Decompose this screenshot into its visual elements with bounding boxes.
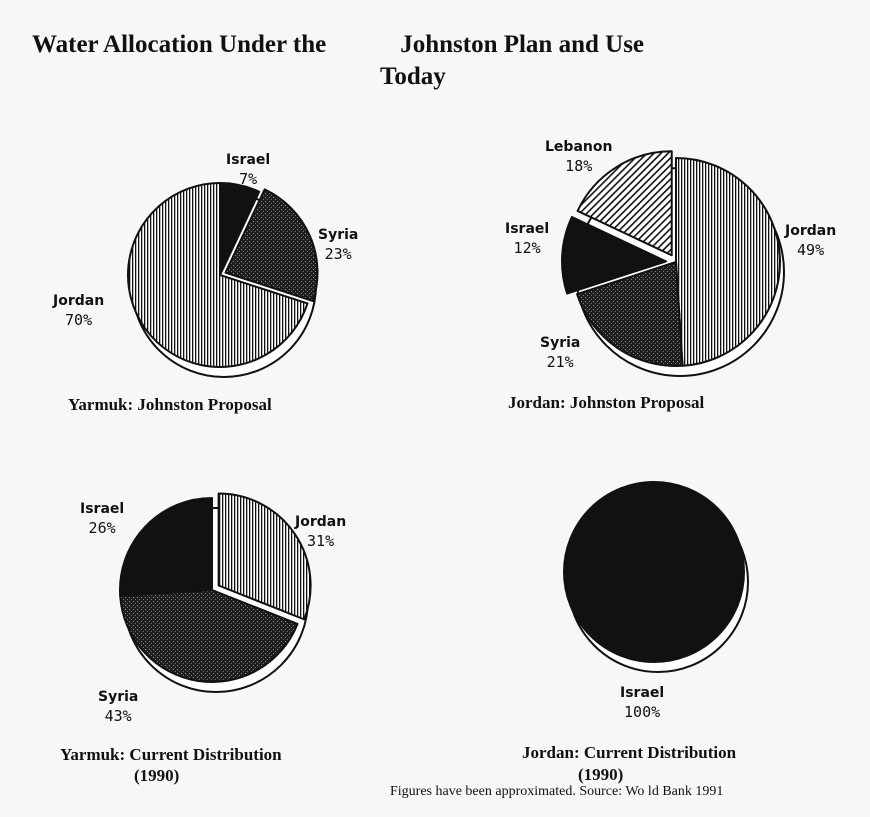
title-part-2: Johnston Plan and Use [400,31,645,58]
title-part-1: Water Allocation Under the [32,31,327,58]
pie1-caption: Yarmuk: Johnston Proposal [68,395,272,414]
pie-chart-4 [563,481,749,673]
pie3-syria-value: 43% [104,707,132,725]
pie3-israel-value: 26% [88,519,116,537]
pie2-label-syria: Syria 21% [540,334,580,372]
pie2-jordan-name: Jordan [785,223,837,239]
pie4-israel-name: Israel [620,685,665,701]
pie4-israel-value: 100% [624,703,661,721]
pie2-jordan-value: 49% [797,241,825,259]
pie1-label-israel: Israel 7% [226,151,270,189]
pie-2-slice-syria [576,261,684,367]
pie2-label-lebanon: Lebanon 18% [545,138,612,176]
pie3-jordan-value: 31% [307,532,335,550]
pie4-caption-year: (1990) [578,765,624,784]
pie-chart-3 [119,492,312,693]
pie2-israel-value: 12% [513,239,541,257]
pie1-jordan-name: Jordan [53,293,105,309]
pie-4-slice-israel [563,481,745,663]
pie-3-slice-israel [119,497,213,597]
title-part-3: Today [380,63,446,90]
pie-chart-2 [561,150,785,377]
pie1-syria-name: Syria [318,227,359,243]
pie3-label-israel: Israel 26% [80,500,124,538]
pie1-israel-name: Israel [226,152,271,168]
pie-3-slice-syria [119,589,299,683]
pie4-caption: Jordan: Current Distribution [522,743,737,762]
pie-2-slice-lebanon [576,150,673,257]
pie-2-slice-jordan [675,157,781,367]
pie2-lebanon-name: Lebanon [545,139,613,155]
pie2-label-jordan: Jordan 49% [785,222,836,260]
pie2-syria-value: 21% [546,353,574,371]
pie3-caption-year: (1990) [134,766,180,785]
source-note: Figures have been approximated. Source: … [390,784,724,799]
pie4-label-israel: Israel 100% [620,684,664,722]
pie3-israel-name: Israel [80,501,125,517]
pie3-caption: Yarmuk: Current Distribution [60,745,282,764]
pie3-jordan-name: Jordan [295,514,347,530]
pie1-label-syria: Syria 23% [318,226,358,264]
pie2-label-israel: Israel 12% [505,220,549,258]
pie2-lebanon-value: 18% [565,157,593,175]
pie-chart-1 [127,182,319,378]
pie-1-slice-syria [224,188,319,303]
pie1-label-jordan: Jordan 70% [53,292,104,330]
pie2-caption: Jordan: Johnston Proposal [508,393,705,412]
pie3-syria-name: Syria [98,689,139,705]
pie1-syria-value: 23% [324,245,352,263]
pie-2-slice-israel [561,216,668,295]
pie2-syria-name: Syria [540,335,581,351]
pie-1-slice-jordan [127,182,309,368]
pie2-israel-name: Israel [505,221,550,237]
pie1-jordan-value: 70% [65,311,93,329]
pie3-label-syria: Syria 43% [98,688,138,726]
pie-3-slice-jordan [217,492,312,621]
pie1-israel-value: 7% [239,170,258,188]
pie3-label-jordan: Jordan 31% [295,513,346,551]
